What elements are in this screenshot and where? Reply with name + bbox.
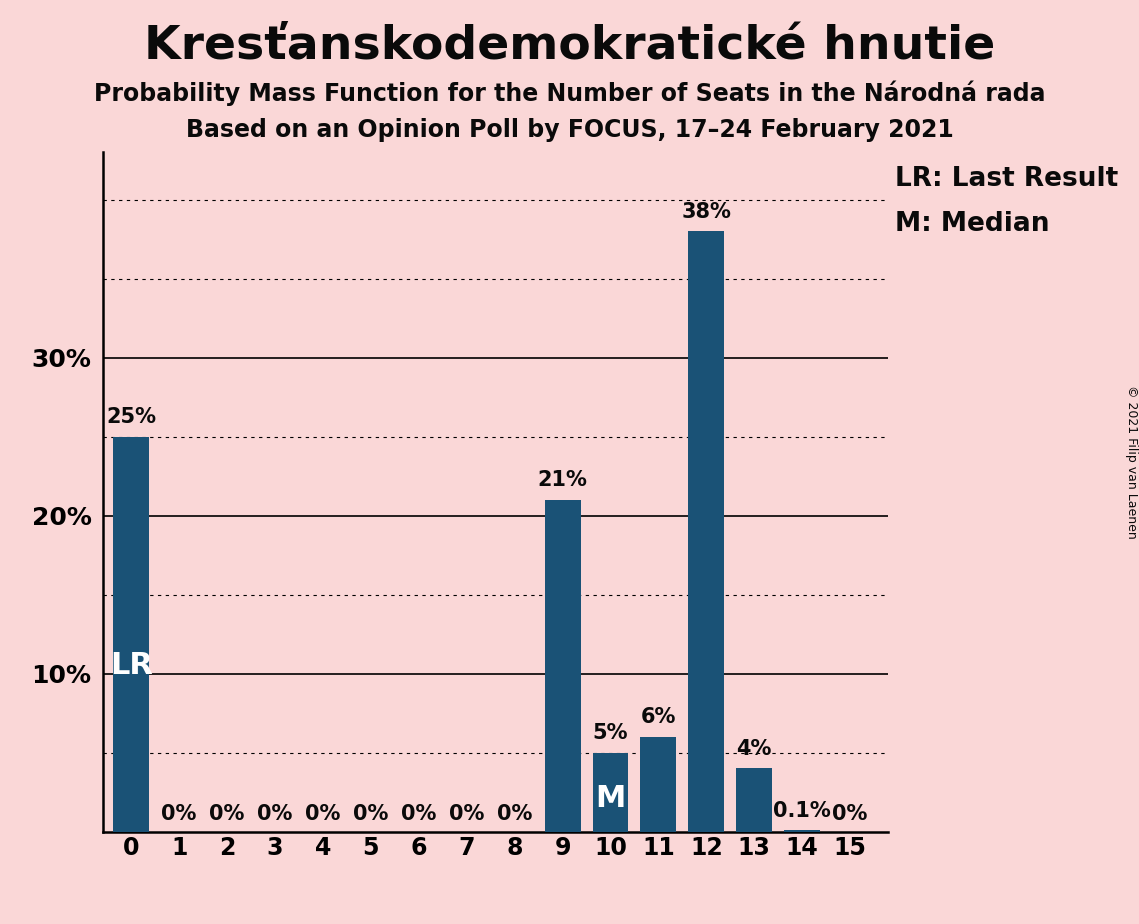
Text: 0%: 0% <box>497 804 532 823</box>
Text: 0%: 0% <box>833 804 868 823</box>
Text: 0.1%: 0.1% <box>773 800 831 821</box>
Text: Based on an Opinion Poll by FOCUS, 17–24 February 2021: Based on an Opinion Poll by FOCUS, 17–24… <box>186 118 953 142</box>
Text: 38%: 38% <box>681 202 731 222</box>
Text: M: Median: M: Median <box>895 211 1050 237</box>
Text: Kresťanskodemokratické hnutie: Kresťanskodemokratické hnutie <box>144 23 995 68</box>
Text: 0%: 0% <box>353 804 388 823</box>
Bar <box>688 231 724 832</box>
Text: 0%: 0% <box>305 804 341 823</box>
Text: M: M <box>596 784 625 813</box>
Text: 25%: 25% <box>106 407 156 427</box>
Text: 0%: 0% <box>257 804 293 823</box>
Text: 21%: 21% <box>538 470 588 491</box>
Text: LR: LR <box>109 651 153 680</box>
Text: 0%: 0% <box>210 804 245 823</box>
Text: 0%: 0% <box>401 804 436 823</box>
Bar <box>592 753 629 832</box>
Bar <box>736 769 772 832</box>
Bar <box>784 830 820 832</box>
Text: Probability Mass Function for the Number of Seats in the Národná rada: Probability Mass Function for the Number… <box>93 80 1046 106</box>
Text: 5%: 5% <box>592 723 629 743</box>
Text: 0%: 0% <box>162 804 197 823</box>
Bar <box>640 736 677 832</box>
Text: 4%: 4% <box>737 739 772 759</box>
Text: © 2021 Filip van Laenen: © 2021 Filip van Laenen <box>1124 385 1138 539</box>
Text: LR: Last Result: LR: Last Result <box>895 166 1118 192</box>
Bar <box>113 437 149 832</box>
Text: 6%: 6% <box>641 708 677 727</box>
Text: 0%: 0% <box>449 804 484 823</box>
Bar <box>544 500 581 832</box>
